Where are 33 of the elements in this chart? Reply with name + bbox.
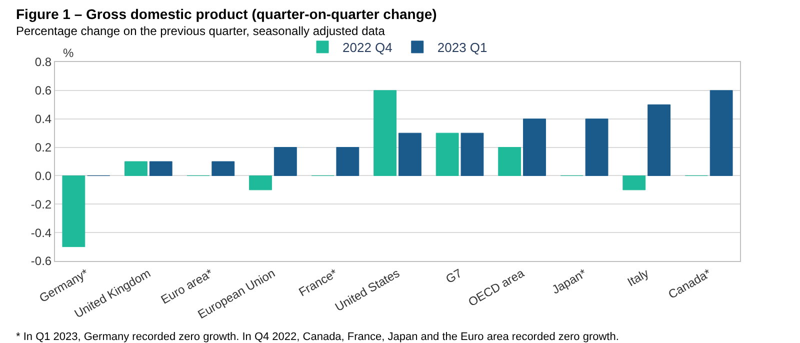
bar: [648, 104, 670, 176]
bar: [622, 175, 646, 190]
y-tick-label: 0.0: [34, 168, 52, 183]
bar: [585, 118, 608, 176]
bar: [124, 161, 148, 176]
bar: [212, 161, 235, 176]
bar: [398, 132, 422, 176]
y-axis-title: %: [63, 46, 74, 60]
text: * In Q1 2023, Germany recorded zero growth. In Q4 2022, Canada, France, Japan and the Euro area recorded zero growth.: [16, 331, 619, 343]
bar: [523, 118, 546, 176]
legend-label: 2022 Q4: [342, 40, 392, 56]
y-tick-label: -0.4: [30, 226, 52, 240]
x-tick-label: Italy: [625, 266, 652, 290]
y-tick-label: 0.4: [34, 112, 52, 126]
bar: [460, 132, 484, 176]
chart-title: Figure 1 – Gross domestic product (quarter-on-quarter change): [16, 6, 437, 22]
bar: [249, 175, 272, 190]
y-tick-label: 0.6: [34, 84, 52, 98]
bar: [710, 90, 733, 176]
y-tick-label: 0.8: [34, 55, 52, 70]
bar: [336, 147, 360, 176]
legend-label: 2023 Q1: [437, 40, 488, 56]
y-tick-label: -0.6: [30, 254, 52, 268]
x-tick-label: G7: [443, 266, 465, 286]
bar: [436, 132, 459, 176]
y-tick-label: 0.2: [34, 140, 52, 154]
bar: [149, 161, 172, 176]
bar: [498, 147, 522, 176]
bar: [374, 90, 396, 176]
y-tick-label: -0.2: [30, 197, 52, 212]
chart-subtitle: Percentage change on the previous quarter, seasonally adjusted data: [16, 24, 386, 38]
bar: [274, 147, 297, 176]
bar: [62, 175, 86, 248]
